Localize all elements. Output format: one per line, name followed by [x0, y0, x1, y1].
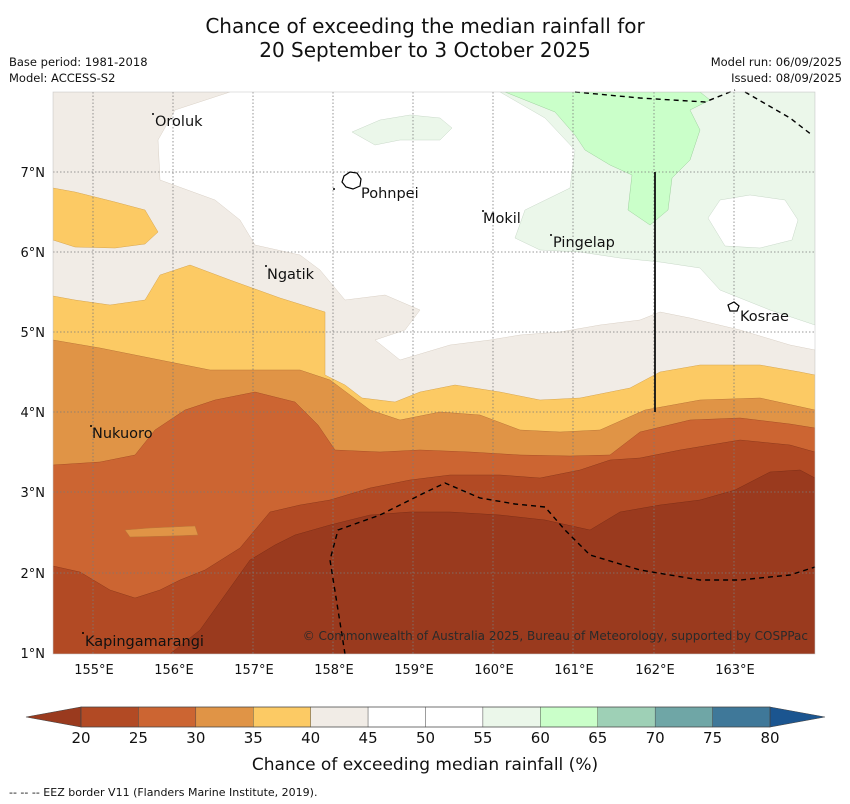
colorbar-tick-label: 25: [128, 729, 148, 747]
colorbar-tick-label: 65: [588, 729, 608, 747]
colorbar-outline: [80, 706, 771, 728]
lat-tick-1: 1°N: [21, 647, 46, 662]
map-title: Chance of exceeding the median rainfall …: [0, 14, 850, 62]
colorbar-extend-high: [769, 706, 826, 728]
colorbar-extend-low: [25, 706, 82, 728]
pohnpei-island-shape: [341, 171, 362, 190]
title-line-1: Chance of exceeding the median rainfall …: [205, 14, 645, 38]
issued-text: Issued: 08/09/2025: [731, 71, 842, 85]
colorbar: [25, 706, 826, 728]
lon-tick-163: 163°E: [715, 663, 755, 678]
colorbar-tick-label: 50: [415, 729, 436, 747]
lon-tick-156: 156°E: [154, 663, 194, 678]
colorbar-cell: [138, 706, 197, 728]
place-label-kosrae: Kosrae: [740, 309, 789, 325]
colorbar-tick-label: 30: [186, 729, 206, 747]
band-60-65: [504, 92, 711, 226]
colorbar-cell: [80, 706, 139, 728]
lon-tick-161: 161°E: [554, 663, 594, 678]
lon-tick-159: 159°E: [394, 663, 434, 678]
lon-tick-155: 155°E: [74, 663, 114, 678]
colorbar-tick-label: 20: [71, 729, 91, 747]
longitude-axis: 155°E 156°E 157°E 158°E 159°E 160°E 161°…: [74, 663, 755, 678]
eez-footnote: -- -- -- EEZ border V11 (Flanders Marine…: [9, 786, 318, 799]
lat-tick-2: 2°N: [21, 567, 46, 582]
graticule: [53, 92, 815, 654]
band-35-40-north-patch: [53, 187, 159, 249]
band-50-55-hole: [707, 194, 799, 249]
meta-right: Model run: 06/09/2025 Issued: 08/09/2025: [711, 54, 842, 86]
meta-left: Base period: 1981-2018 Model: ACCESS-S2: [9, 54, 148, 86]
lat-tick-7: 7°N: [21, 166, 46, 181]
place-label-pingelap: Pingelap: [553, 235, 615, 251]
colorbar-cell: [482, 706, 541, 728]
lon-tick-160: 160°E: [474, 663, 514, 678]
colorbar-cell: [540, 706, 598, 728]
colorbar-cell: [195, 706, 254, 728]
colorbar-tick-label: 60: [530, 729, 550, 747]
kosrae-island-shape: [727, 301, 740, 312]
colorbar-cell: [597, 706, 656, 728]
colorbar-tick-label: 40: [301, 729, 321, 747]
colorbar-cell: [425, 706, 484, 728]
lat-tick-4: 4°N: [21, 406, 46, 421]
colorbar-tick-label: 75: [703, 729, 723, 747]
latitude-axis: 1°N 2°N 3°N 4°N 5°N 6°N 7°N: [21, 166, 46, 662]
colorbar-cell: [654, 706, 713, 728]
colorbar-tick-label: 55: [473, 729, 493, 747]
place-label-ngatik: Ngatik: [267, 267, 315, 283]
lat-tick-6: 6°N: [21, 246, 46, 261]
model-run-text: Model run: 06/09/2025: [710, 55, 842, 69]
band-55-60-north-patch: [351, 114, 453, 146]
colorbar-tick-label: 80: [760, 729, 780, 747]
colorbar-tick-label: 45: [358, 729, 378, 747]
place-label-oroluk: Oroluk: [155, 114, 203, 130]
eez-border: [329, 89, 816, 655]
lat-tick-5: 5°N: [21, 326, 46, 341]
colorbar-cell: [712, 706, 771, 728]
base-period-text: Base period: 1981-2018: [9, 55, 148, 69]
place-label-pohnpei: Pohnpei: [361, 186, 419, 202]
colorbar-title: Chance of exceeding median rainfall (%): [251, 755, 599, 775]
colorbar-tick-label: 35: [243, 729, 263, 747]
map-frame: [52, 91, 816, 655]
lon-tick-162: 162°E: [635, 663, 675, 678]
lon-tick-158: 158°E: [314, 663, 354, 678]
copyright-credit: © Commonwealth of Australia 2025, Bureau…: [303, 629, 808, 643]
place-label-mokil: Mokil: [483, 211, 521, 227]
place-label-nukuoro: Nukuoro: [92, 426, 153, 442]
band-30-35-south-patch: [124, 525, 199, 538]
island-markers: [82, 113, 552, 634]
place-label-kapingamarangi: Kapingamarangi: [85, 634, 204, 650]
colorbar-cell: [310, 706, 369, 728]
lat-tick-3: 3°N: [21, 486, 46, 501]
colorbar-cell: [367, 706, 426, 728]
model-text: Model: ACCESS-S2: [9, 71, 116, 85]
lon-tick-157: 157°E: [234, 663, 274, 678]
title-line-2: 20 September to 3 October 2025: [259, 38, 591, 62]
colorbar-cell: [253, 706, 311, 728]
colorbar-tick-label: 70: [645, 729, 665, 747]
probability-field: [53, 92, 815, 654]
